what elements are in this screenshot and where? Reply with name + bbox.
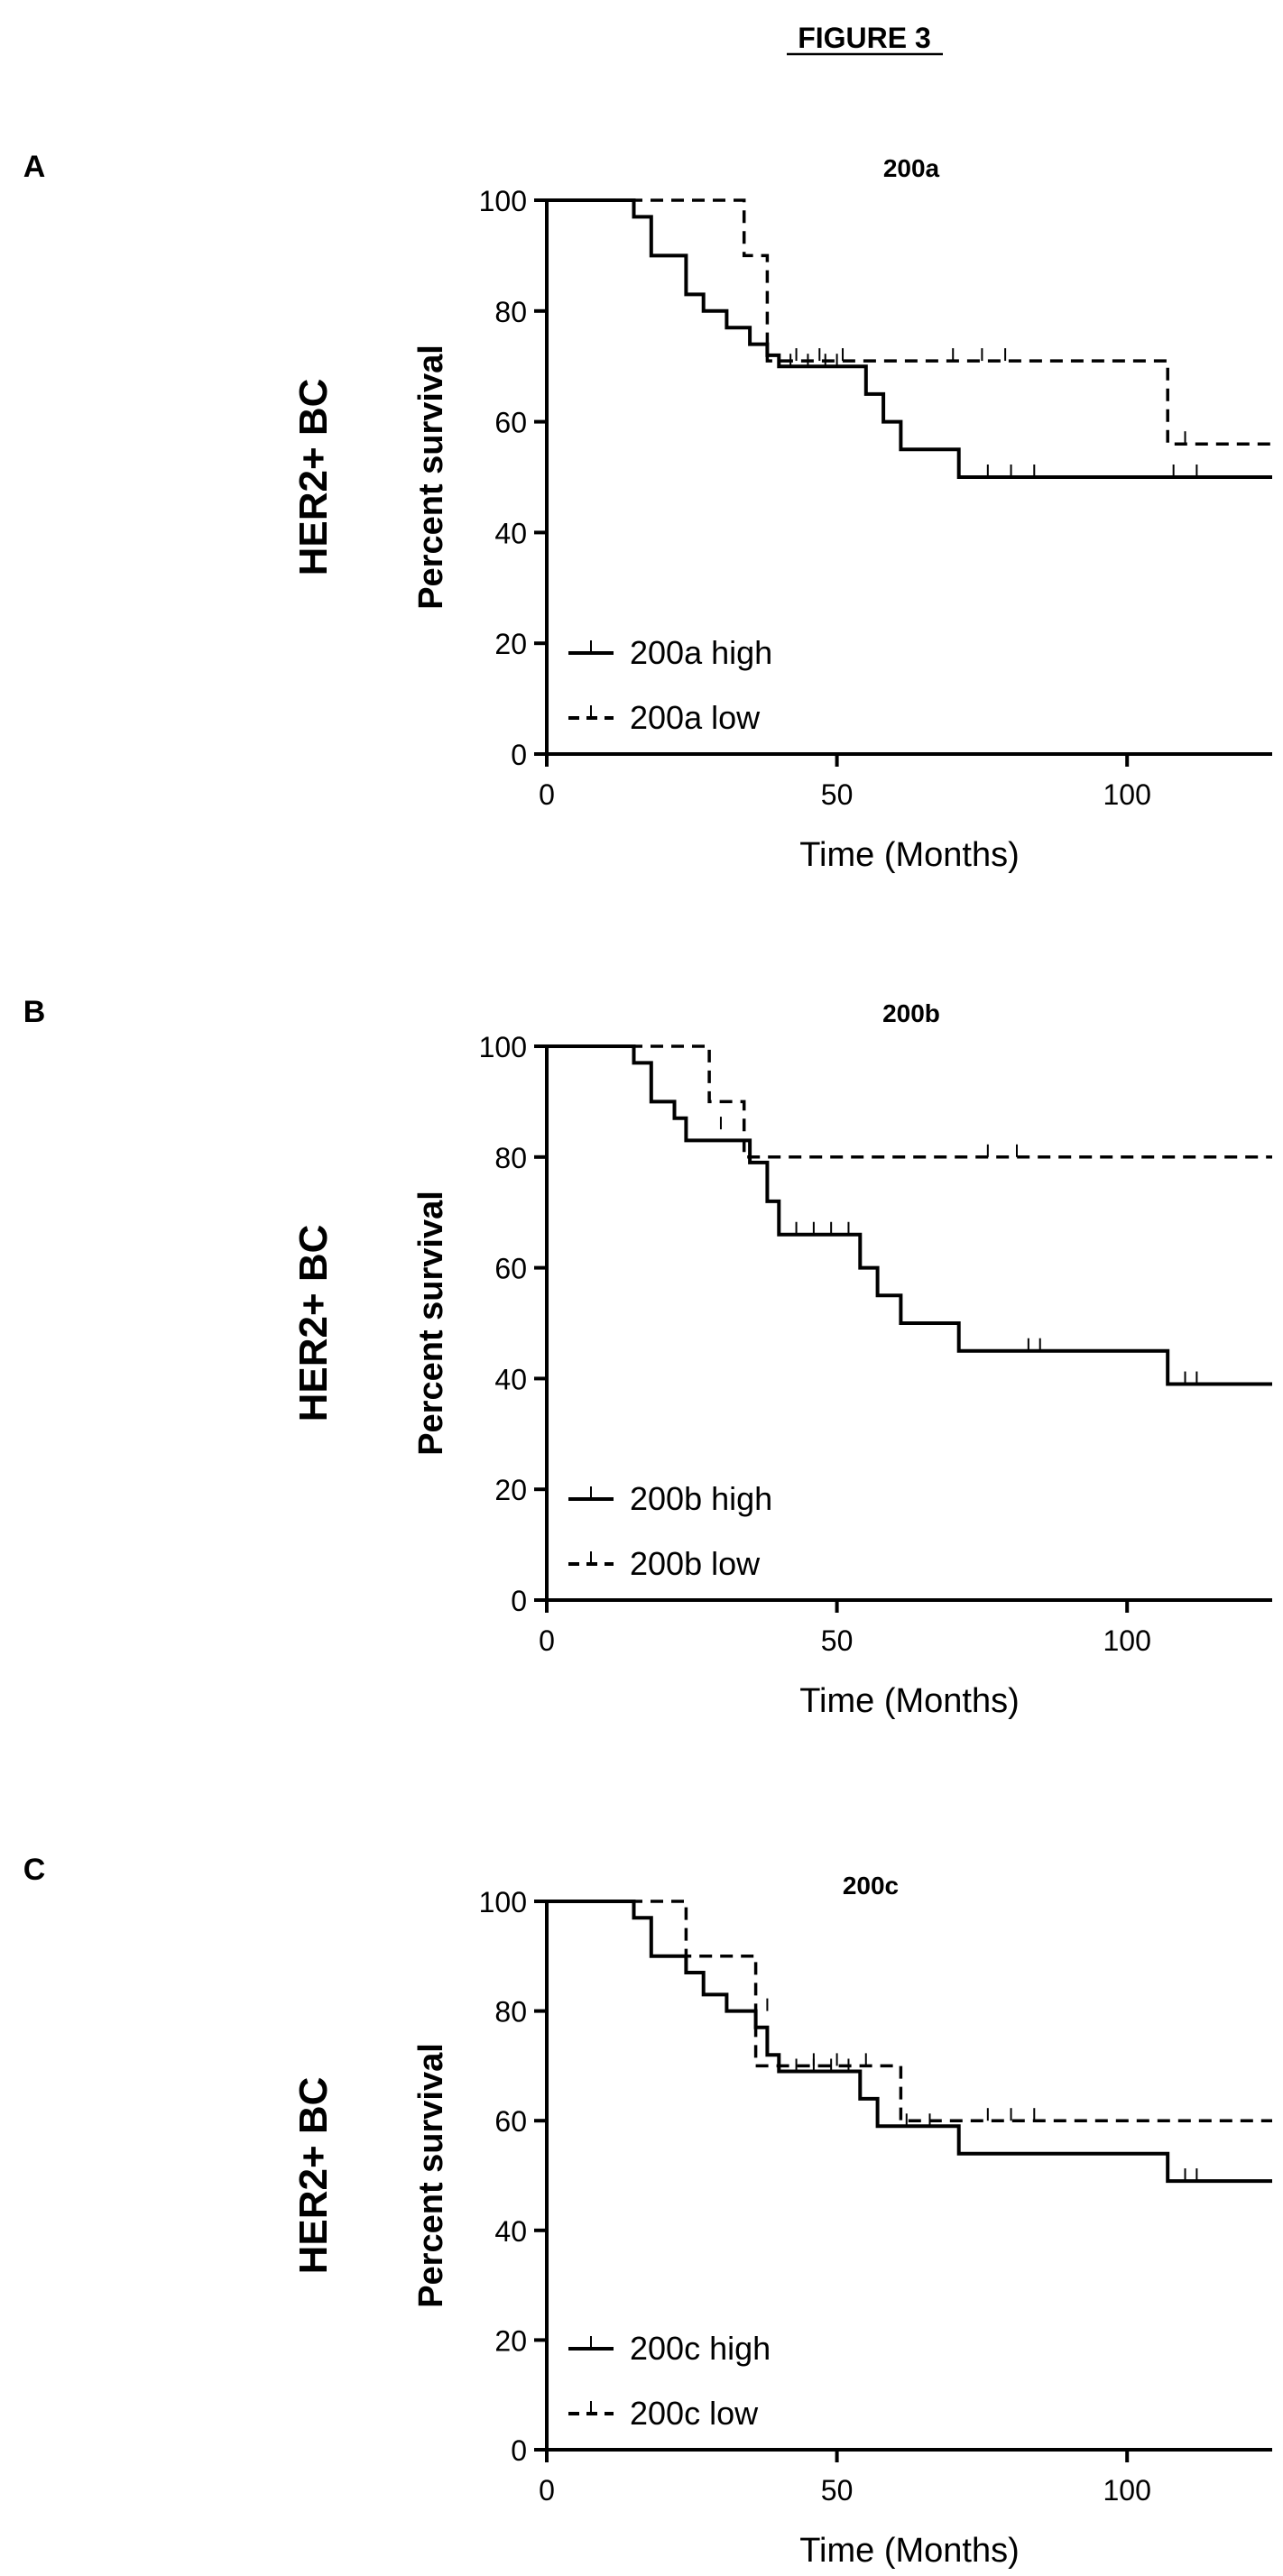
x-tick-label: 50 [821,2474,854,2507]
figure-title: FIGURE 3 [798,22,931,54]
y-tick-label: 0 [511,2434,527,2467]
chart-title: 200c [843,1872,899,1900]
y-tick-label: 40 [494,517,527,549]
series-line-low [547,1044,1272,1159]
y-tick-label: 100 [479,1031,527,1063]
y-tick-label: 20 [494,628,527,660]
x-axis-label: Time (Months) [799,1682,1020,1720]
y-tick-label: 80 [494,1142,527,1174]
y-tick-label: 40 [494,1363,527,1395]
x-tick-label: 100 [1103,1624,1151,1657]
y-tick-label: 60 [494,407,527,439]
x-tick-label: 0 [539,2474,555,2507]
y-tick-label: 80 [494,1996,527,2029]
panel-a: A 200a HER2+ BC Percent survival Time (Month… [23,150,1272,874]
side-label: HER2+ BC [291,1225,336,1422]
chart-title: 200b [882,999,940,1027]
series-line-high [547,198,1272,479]
y-tick-label: 60 [494,1253,527,1285]
y-tick-label: 40 [494,2215,527,2248]
panel-label: B [23,995,46,1029]
side-label: HER2+ BC [291,379,336,576]
chart-title: 200a [883,154,940,182]
panel-c: C 200c HER2+ BC Percent survival Time (Month… [23,1853,1272,2570]
y-tick-label: 0 [511,739,527,771]
x-tick-label: 0 [539,1624,555,1657]
legend-label: 200c low [630,2395,759,2432]
y-tick-label: 100 [479,1886,527,1918]
y-tick-label: 0 [511,1585,527,1617]
y-tick-label: 20 [494,1474,527,1506]
panel-b: B 200b HER2+ BC Percent survival Time (Month… [23,995,1272,1720]
x-tick-label: 100 [1103,2474,1151,2507]
y-tick-label: 60 [494,2105,527,2138]
legend-label: 200a low [630,699,761,736]
legend-label: 200c high [630,2330,771,2367]
series-line-high [547,1900,1272,2184]
x-tick-label: 50 [821,1624,854,1657]
y-axis-label: Percent survival [412,345,450,610]
series-line-high [547,1044,1272,1386]
series-line-low [547,198,1272,446]
x-tick-label: 50 [821,778,854,811]
y-tick-label: 100 [479,185,527,217]
panel-label: C [23,1853,46,1887]
side-label: HER2+ BC [291,2077,336,2275]
x-tick-label: 100 [1103,778,1151,811]
x-tick-label: 0 [539,778,555,811]
y-axis-label: Percent survival [412,1191,450,1456]
legend-label: 200b low [630,1545,761,1582]
y-tick-label: 20 [494,2324,527,2357]
x-axis-label: Time (Months) [799,2532,1020,2570]
series-line-low [547,1900,1272,2122]
panel-label: A [23,150,46,184]
legend-label: 200a high [630,634,772,671]
x-axis-label: Time (Months) [799,836,1020,874]
y-tick-label: 80 [494,296,527,328]
y-axis-label: Percent survival [412,2043,450,2308]
legend-label: 200b high [630,1480,772,1517]
